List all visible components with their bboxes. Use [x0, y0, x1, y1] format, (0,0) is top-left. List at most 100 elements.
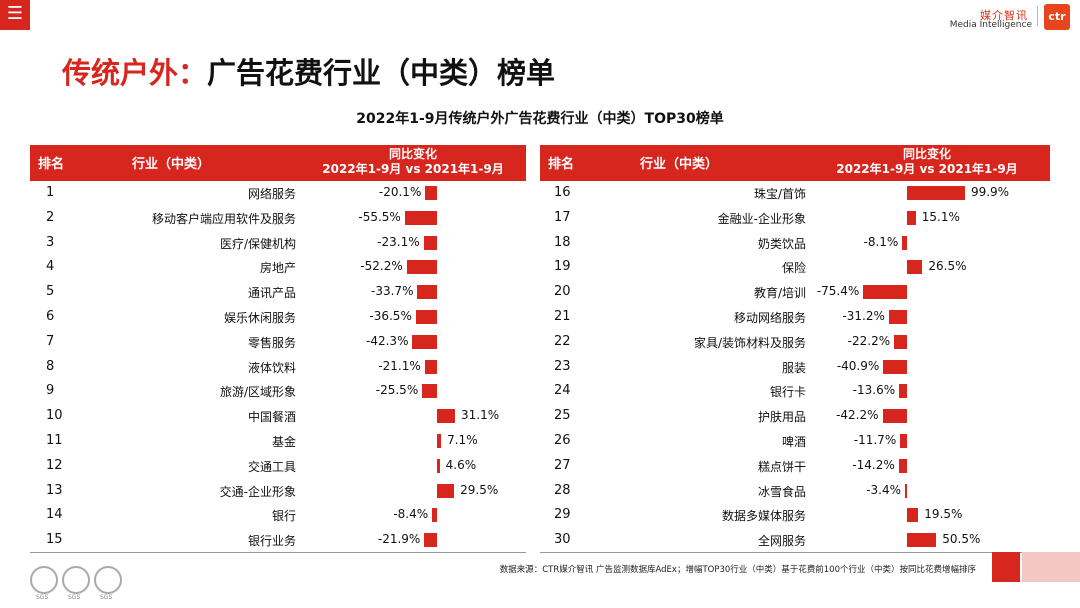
change-value-label: -11.7% — [853, 433, 897, 447]
change-value-label: -23.1% — [377, 234, 420, 249]
change-value-label: 15.1% — [921, 209, 960, 224]
table-row: 4 房地产 -52.2% — [0, 255, 1080, 279]
industry-cell: 交通-企业形象 — [219, 484, 296, 499]
change-value-label: -33.7% — [371, 284, 414, 299]
change-bar — [902, 235, 907, 250]
change-bar — [882, 409, 907, 424]
change-value-label: -14.2% — [852, 457, 895, 472]
table-row: 10 中国餐酒 31.1% — [0, 404, 1080, 428]
industry-cell: 交通工具 — [247, 459, 296, 474]
table-row: 23 服装 -40.9% — [0, 355, 1080, 379]
footer-accent-block-light — [1022, 552, 1080, 582]
change-value-label: 26.5% — [928, 259, 967, 274]
footer-accent-block — [992, 552, 1020, 582]
change-value-label: -25.5% — [375, 383, 419, 398]
industry-cell: 服装 — [781, 360, 806, 375]
industry-cell: 通讯产品 — [247, 286, 296, 301]
rank-cell: 8 — [46, 358, 55, 374]
industry-cell: 金融业-企业形象 — [717, 211, 806, 226]
industry-cell: 家具/装饰材料及服务 — [693, 335, 806, 350]
rank-cell: 11 — [46, 433, 63, 448]
industry-cell: 教育/培训 — [753, 286, 806, 301]
rank-cell: 25 — [554, 408, 571, 424]
rank-cell: 21 — [554, 309, 571, 324]
change-bar — [437, 409, 456, 424]
change-bar — [424, 533, 437, 548]
logo-chinese-text: 媒介智讯 — [980, 9, 1028, 22]
table-row: 20 教育/培训 -75.4% — [0, 280, 1080, 304]
change-value-label: 50.5% — [942, 532, 981, 547]
sgs-certification-icon: SGS — [94, 566, 122, 601]
table-row: 24 银行卡 -13.6% — [0, 379, 1080, 403]
change-bar — [437, 434, 442, 448]
rank-cell: 5 — [46, 284, 55, 300]
industry-cell: 全网服务 — [757, 534, 806, 549]
rank-cell: 10 — [46, 408, 63, 424]
table-row: 12 交通工具 4.6% — [0, 454, 1080, 478]
industry-cell: 啤酒 — [781, 435, 806, 449]
change-value-label: 31.1% — [461, 408, 500, 423]
industry-cell: 奶类饮品 — [757, 236, 806, 251]
change-value-label: -31.2% — [842, 309, 885, 323]
change-bar — [907, 533, 937, 548]
table-row: 18 奶类饮品 -8.1% — [0, 231, 1080, 255]
rank-cell: 3 — [46, 234, 55, 250]
rank-cell: 1 — [46, 185, 55, 200]
logo-divider — [1037, 6, 1038, 26]
change-value-label: -13.6% — [852, 383, 896, 398]
change-value-label: -20.1% — [378, 185, 422, 199]
header-change-line1-right: 同比变化 — [902, 147, 951, 161]
chart-title: 2022年1-9月传统户外广告花费行业（中类）TOP30榜单 — [356, 111, 724, 127]
industry-cell: 冰雪食品 — [757, 484, 806, 499]
table-header-left: 排名 行业（中类） 同比变化 2022年1-9月 vs 2021年1-9月 — [30, 145, 526, 181]
rank-cell: 12 — [46, 457, 63, 473]
change-value-label: -36.5% — [369, 309, 412, 323]
table-row: 13 交通-企业形象 29.5% — [0, 479, 1080, 503]
rank-cell: 20 — [554, 284, 571, 300]
industry-cell: 银行卡 — [769, 385, 806, 400]
industry-cell: 旅游/区域形象 — [219, 385, 296, 400]
change-value-label: -40.9% — [836, 358, 880, 373]
change-value-label: 7.1% — [447, 433, 478, 447]
ctr-logo-icon: ctr — [1044, 4, 1070, 30]
rank-cell: 6 — [46, 309, 55, 324]
change-bar — [883, 359, 907, 374]
table-row: 21 移动网络服务 -31.2% — [0, 305, 1080, 329]
table-row: 3 医疗/保健机构 -23.1% — [0, 231, 1080, 255]
table-row: 6 娱乐休闲服务 -36.5% — [0, 305, 1080, 329]
change-bar — [404, 210, 437, 225]
change-bar — [907, 210, 916, 225]
industry-cell: 医疗/保健机构 — [219, 236, 296, 251]
rank-cell: 16 — [554, 185, 571, 200]
rank-cell: 30 — [554, 532, 571, 548]
menu-icon[interactable]: ☰ — [0, 0, 30, 30]
rank-cell: 18 — [554, 234, 571, 250]
industry-cell: 保险 — [781, 261, 806, 276]
industry-cell: 银行 — [271, 509, 296, 524]
industry-cell: 移动网络服务 — [733, 311, 806, 325]
change-value-label: -8.1% — [863, 234, 899, 249]
change-bar — [417, 285, 437, 300]
table-row: 7 零售服务 -42.3% — [0, 330, 1080, 354]
table-row: 16 珠宝/首饰 99.9% — [0, 181, 1080, 205]
table-row: 29 数据多媒体服务 19.5% — [0, 503, 1080, 527]
industry-cell: 护肤用品 — [757, 410, 806, 425]
header-change-left: 同比变化 2022年1-9月 vs 2021年1-9月 — [300, 147, 526, 177]
rank-cell: 23 — [554, 358, 571, 374]
rank-cell: 22 — [554, 333, 571, 349]
change-bar — [899, 384, 907, 399]
table-bottom-line-right — [540, 552, 1050, 553]
change-value-label: -75.4% — [816, 284, 860, 299]
change-value-label: -21.9% — [377, 532, 421, 547]
change-bar — [415, 310, 437, 324]
change-bar — [898, 458, 907, 473]
change-value-label: -21.1% — [378, 358, 421, 373]
industry-cell: 基金 — [271, 435, 296, 449]
table-row: 11 基金 7.1% — [0, 429, 1080, 453]
change-bar — [406, 260, 437, 275]
table-header-right: 排名 行业（中类） 同比变化 2022年1-9月 vs 2021年1-9月 — [540, 145, 1050, 181]
header-industry-left: 行业（中类） — [132, 157, 211, 172]
rank-cell: 4 — [46, 259, 55, 275]
table-row: 19 保险 26.5% — [0, 255, 1080, 279]
change-bar — [412, 334, 437, 349]
